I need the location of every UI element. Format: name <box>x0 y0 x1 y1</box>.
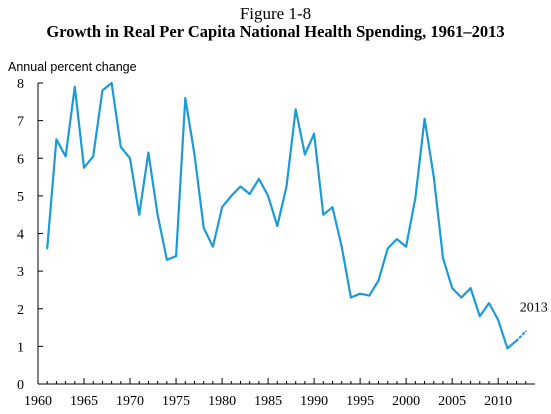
data-point <box>497 319 500 321</box>
data-point <box>451 287 454 289</box>
data-point <box>423 117 426 120</box>
data-point <box>304 153 306 156</box>
data-point <box>469 287 472 289</box>
data-point <box>515 339 518 342</box>
x-tick-label: 2010 <box>484 394 512 409</box>
series-line <box>46 81 518 350</box>
data-point <box>156 213 159 216</box>
data-point <box>506 347 509 350</box>
x-tick-label: 2005 <box>438 394 466 409</box>
data-point <box>165 258 168 261</box>
data-point <box>92 155 95 158</box>
chart-title: Growth in Real Per Capita National Healt… <box>46 22 505 41</box>
data-point <box>129 157 131 160</box>
data-point <box>414 196 417 199</box>
data-point <box>110 82 113 84</box>
series-layer: 2013 <box>46 81 548 350</box>
y-tick-label: 2 <box>17 303 24 318</box>
data-point <box>267 194 269 197</box>
data-point <box>202 226 205 229</box>
y-tick-label: 7 <box>17 115 24 130</box>
data-point <box>119 146 122 148</box>
data-point <box>64 155 67 158</box>
y-tick-label: 5 <box>17 190 24 205</box>
data-point <box>396 238 398 241</box>
data-point <box>73 85 76 88</box>
x-tick-label: 1985 <box>254 394 282 409</box>
x-tick-label: 1980 <box>208 394 236 409</box>
data-point <box>432 176 435 178</box>
y-tick-label: 1 <box>17 340 24 355</box>
data-point <box>248 193 251 195</box>
data-point <box>294 108 297 111</box>
x-tick-label: 1960 <box>24 394 52 409</box>
x-tick-label: 1965 <box>70 394 98 409</box>
y-tick-label: 6 <box>17 152 24 167</box>
data-point <box>147 151 150 154</box>
data-point <box>524 330 527 333</box>
data-point <box>488 302 490 305</box>
annotation-label: 2013 <box>520 300 548 315</box>
data-point <box>239 185 242 188</box>
data-point <box>405 245 408 248</box>
x-tick-label: 1990 <box>300 394 328 409</box>
data-point <box>478 315 481 318</box>
data-point <box>386 247 389 250</box>
data-point <box>377 279 380 282</box>
x-tick-label: 1995 <box>346 394 374 409</box>
data-point <box>221 206 223 209</box>
x-tick-label: 1975 <box>162 394 190 409</box>
data-point <box>184 97 187 99</box>
data-point <box>340 245 343 248</box>
data-point <box>313 132 316 135</box>
data-point <box>460 296 463 299</box>
data-point <box>138 213 141 216</box>
data-point <box>359 292 362 295</box>
y-tick-label: 8 <box>17 77 24 92</box>
y-axis-title: Annual percent change <box>8 60 137 74</box>
data-point <box>175 255 177 257</box>
series-line-projection <box>515 330 527 342</box>
data-point <box>368 294 371 297</box>
figure-label: Figure 1-8 <box>239 4 312 23</box>
data-point <box>230 194 233 197</box>
y-tick-label: 4 <box>17 228 24 243</box>
y-tick-label: 3 <box>17 265 24 280</box>
data-point <box>276 225 279 227</box>
data-point <box>285 185 288 188</box>
data-point <box>211 245 214 248</box>
data-point <box>193 153 196 156</box>
y-tick-label: 0 <box>17 378 24 393</box>
data-point <box>257 178 260 180</box>
axes: 0 1 2 3 4 5 6 7 8 1960 1965 1970 1975 1980 1985 1990 199… <box>17 77 535 409</box>
x-tick-label: 1970 <box>116 394 144 409</box>
x-tick-label: 2000 <box>392 394 420 409</box>
data-point <box>350 296 352 299</box>
data-point <box>322 213 325 216</box>
data-point <box>331 206 334 209</box>
data-point <box>46 247 49 250</box>
data-point <box>55 138 58 141</box>
data-point <box>442 257 444 259</box>
data-point <box>83 166 85 169</box>
data-point <box>101 89 104 92</box>
